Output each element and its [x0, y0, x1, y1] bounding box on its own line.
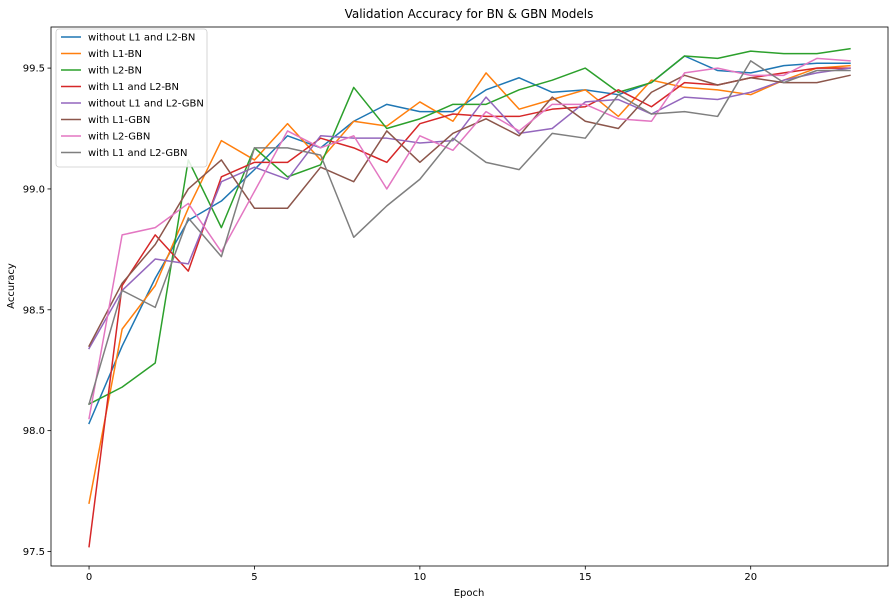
- y-tick-label: 99.5: [23, 64, 45, 75]
- legend-label: with L1-BN: [88, 49, 142, 60]
- series-line-2: [88, 64, 851, 505]
- series-line-5: [88, 67, 851, 350]
- x-axis-title: Epoch: [454, 588, 485, 599]
- x-tick-label: 10: [414, 572, 427, 583]
- legend-box: [55, 28, 208, 168]
- series-line-3: [88, 47, 851, 406]
- legend-label: with L2-GBN: [88, 132, 150, 143]
- y-tick-label: 97.5: [23, 547, 45, 558]
- x-tick-label: 20: [744, 572, 757, 583]
- y-axis-title: Accuracy: [6, 263, 17, 309]
- legend: without L1 and L2-BN with L1-BN with L2-BN…: [55, 28, 208, 168]
- series-layer: [88, 47, 851, 548]
- legend-label: with L1 and L2-BN: [88, 82, 179, 93]
- x-axis-ticks: 0 5 10 15 20: [86, 566, 757, 583]
- x-tick-label: 0: [86, 572, 92, 583]
- series-line-6: [88, 74, 851, 348]
- x-tick-label: 15: [579, 572, 592, 583]
- y-tick-label: 99.0: [23, 184, 45, 195]
- series-line-1: [88, 55, 851, 425]
- plot-frame: [50, 26, 889, 567]
- legend-label: without L1 and L2-GBN: [88, 99, 204, 110]
- legend-label: without L1 and L2-BN: [88, 33, 195, 44]
- plot-area: 0 5 10 15 20 97.5 98.0 98.5 99.0 99.5: [23, 26, 889, 583]
- chart-title: Validation Accuracy for BN & GBN Models: [345, 7, 594, 21]
- y-tick-label: 98.5: [23, 305, 45, 316]
- legend-label: with L1-GBN: [88, 115, 150, 126]
- x-tick-label: 5: [251, 572, 257, 583]
- y-axis-ticks: 97.5 98.0 98.5 99.0 99.5: [23, 64, 51, 558]
- legend-label: with L2-BN: [88, 66, 142, 77]
- y-tick-label: 98.0: [23, 426, 45, 437]
- series-line-8: [88, 60, 851, 405]
- legend-label: with L1 and L2-GBN: [88, 148, 188, 159]
- series-line-7: [88, 57, 851, 420]
